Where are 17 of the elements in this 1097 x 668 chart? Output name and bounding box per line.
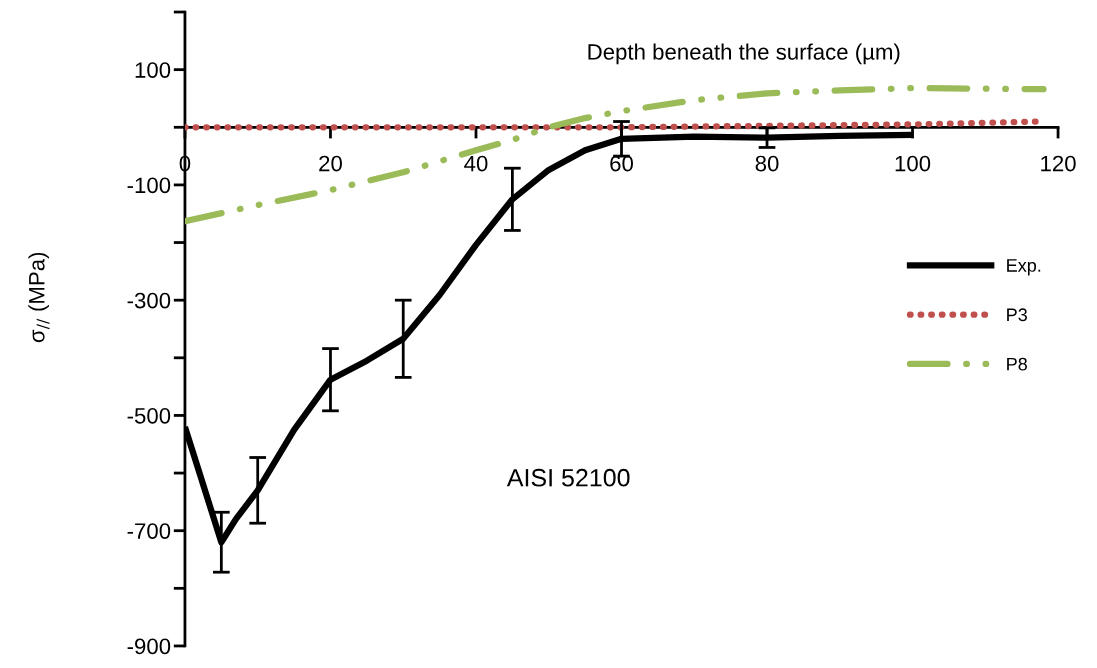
x-tick-label: 40 <box>464 155 488 172</box>
y-tick-label: -500 <box>127 407 171 424</box>
x-tick-label: 120 <box>1041 155 1076 172</box>
legend-label: P8 <box>1007 357 1027 371</box>
x-tick-label: 20 <box>319 155 342 172</box>
y-tick-label: -900 <box>127 638 171 655</box>
y-tick-label: -300 <box>127 292 171 309</box>
x-tick-label: 80 <box>755 155 779 172</box>
x-tick-label: 100 <box>895 155 931 172</box>
y-tick-label: 100 <box>135 62 171 78</box>
legend-label: Exp. <box>1007 259 1041 276</box>
x-axis-title: Depth beneath the surface (µm) <box>588 43 900 65</box>
y-tick-label: -100 <box>127 177 171 194</box>
y-tick-label: -700 <box>127 523 171 539</box>
y-axis-title: σ$_{//}$ (MPa) <box>28 252 50 343</box>
annotation: AISI 52100 <box>506 468 630 487</box>
legend-label: P3 <box>1007 308 1027 322</box>
